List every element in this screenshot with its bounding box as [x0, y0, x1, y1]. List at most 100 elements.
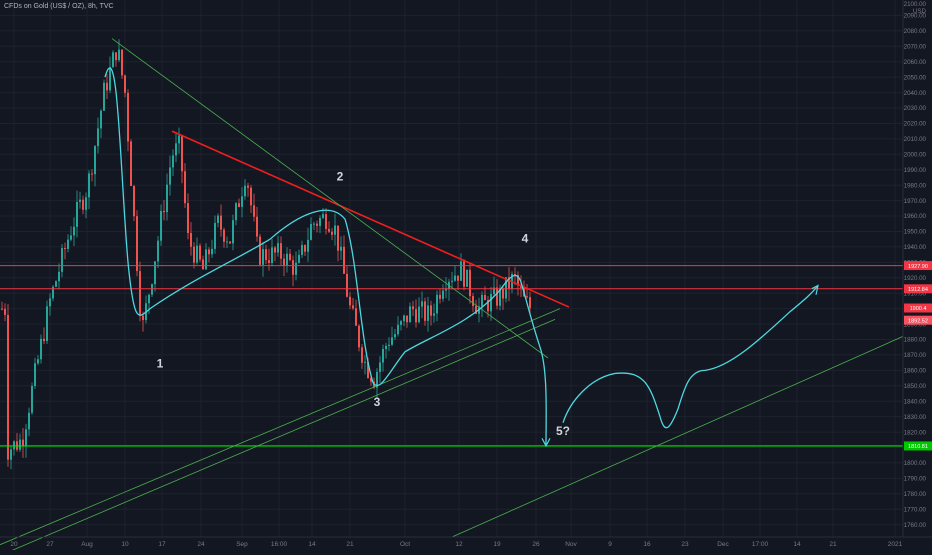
candle — [313, 221, 315, 230]
candle — [226, 236, 228, 249]
candle-body — [151, 284, 153, 295]
wave-label-1: 1 — [157, 356, 164, 370]
candle — [133, 184, 135, 222]
time-tick-label: 21 — [346, 541, 354, 548]
candle — [217, 213, 219, 228]
wave-label-2: 2 — [337, 170, 344, 184]
candle — [430, 300, 432, 326]
candle — [250, 184, 252, 214]
candle — [319, 215, 321, 234]
candle-body — [283, 258, 285, 266]
time-axis: 20 27 Aug 10 17 24 Sep 16:00 14 21 Oct 12 19 26 Nov 9 16… — [10, 541, 902, 548]
time-tick-label: 19 — [493, 541, 501, 548]
price-tick-label: 1800.00 — [904, 460, 927, 467]
candle-body — [439, 294, 441, 299]
candle — [199, 243, 201, 262]
candle-body — [28, 412, 30, 430]
candle — [412, 300, 414, 316]
projection-curve — [562, 285, 819, 429]
candle-body — [178, 135, 180, 144]
candle-body — [259, 236, 261, 265]
time-tick-label: 14 — [308, 541, 316, 548]
candle-body — [349, 296, 351, 306]
candle-body — [430, 305, 432, 316]
candle — [442, 284, 444, 302]
candle — [244, 179, 246, 200]
candle-body — [427, 305, 429, 321]
price-tick-label: 1990.00 — [904, 167, 927, 174]
candle-body — [148, 294, 150, 304]
candle-body — [13, 441, 15, 450]
candle-body — [208, 249, 210, 255]
candle-body — [517, 275, 519, 286]
candle-body — [91, 173, 93, 175]
candle — [94, 145, 96, 187]
time-tick-label: Dec — [717, 541, 729, 548]
candle — [88, 170, 90, 210]
candle-body — [142, 315, 144, 321]
candle — [433, 303, 435, 323]
candle — [34, 357, 36, 389]
price-tag-secondary: 1892.52 — [904, 315, 932, 325]
candle-body — [352, 305, 354, 309]
candle-body — [172, 155, 174, 168]
price-tick-label: 1940.00 — [904, 244, 927, 251]
candle-body — [118, 49, 120, 61]
candle-body — [64, 248, 66, 250]
candle-body — [43, 338, 45, 342]
candle-body — [196, 245, 198, 263]
candle — [157, 236, 159, 269]
price-tag-label: 1900.4 — [910, 306, 927, 312]
candle — [529, 291, 531, 313]
candle-body — [217, 215, 219, 223]
candle-body — [79, 199, 81, 202]
candle-body — [220, 215, 222, 230]
candle — [400, 319, 402, 331]
price-tag-box — [904, 284, 932, 294]
candle — [211, 239, 213, 259]
candle-body — [340, 246, 342, 251]
price-tick-label: 1830.00 — [904, 414, 927, 421]
candle — [451, 271, 453, 290]
candle-body — [229, 241, 231, 244]
candle-body — [1, 308, 3, 310]
candle — [286, 247, 288, 273]
price-tick-label: 1980.00 — [904, 182, 927, 189]
candle-body — [52, 286, 54, 299]
candle — [454, 265, 456, 282]
candle — [469, 262, 471, 304]
candle-body — [487, 300, 489, 312]
candle-body — [109, 67, 111, 91]
candle-body — [451, 280, 453, 282]
candle — [196, 237, 198, 265]
candle-body — [223, 229, 225, 242]
candle-body — [253, 205, 255, 217]
candle — [301, 240, 303, 258]
candle-body — [22, 439, 24, 446]
candle-body — [235, 203, 237, 221]
candle-body — [277, 243, 279, 253]
candle-body — [250, 187, 252, 206]
price-tick-label: 2040.00 — [904, 90, 927, 97]
candle — [289, 249, 291, 262]
candle-body — [505, 277, 507, 299]
candle-body — [313, 223, 315, 225]
candle-body — [310, 224, 312, 240]
candle — [103, 79, 105, 112]
candle — [139, 261, 141, 322]
candle-body — [247, 185, 249, 188]
candle-body — [121, 49, 123, 76]
candle — [379, 356, 381, 383]
candle — [403, 314, 405, 327]
candle — [136, 210, 138, 277]
candle — [418, 297, 420, 324]
candle-body — [469, 269, 471, 297]
candle — [166, 173, 168, 221]
candle-body — [205, 249, 207, 270]
candle — [349, 292, 351, 310]
candle-body — [400, 321, 402, 325]
candle — [10, 445, 12, 470]
price-tick-label: 1840.00 — [904, 398, 927, 405]
